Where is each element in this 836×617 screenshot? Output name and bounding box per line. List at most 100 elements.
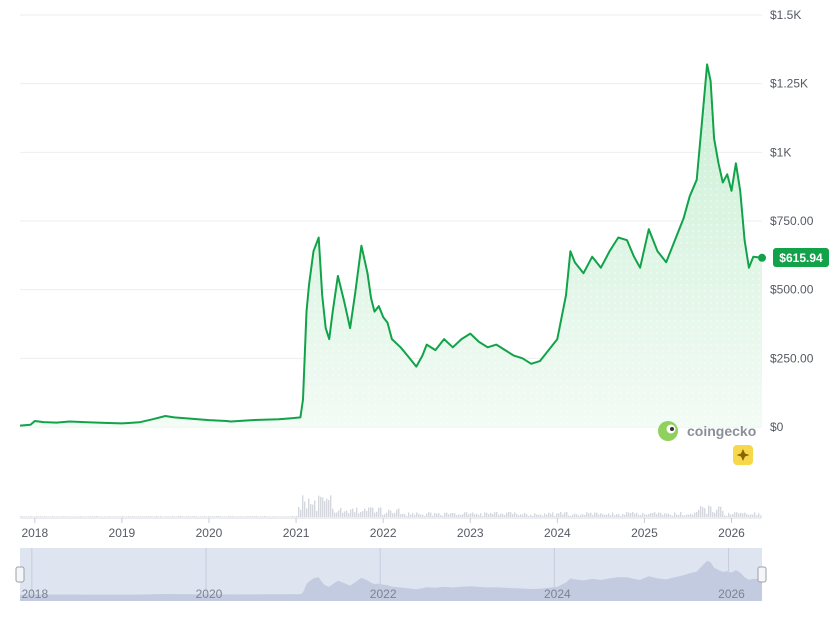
volume-bar [540,514,542,517]
volume-bar [50,516,52,517]
volume-bar [664,513,666,517]
volume-bar [558,513,560,517]
volume-bar [320,496,322,517]
volume-bar [166,516,168,517]
volume-bar [662,514,664,517]
volume-bar [738,513,740,517]
volume-bar [104,516,106,517]
volume-bar [718,506,720,517]
volume-bar [670,515,672,517]
volume-bar [40,516,42,517]
volume-bar [742,513,744,517]
volume-bar [68,516,70,517]
volume-bar [484,512,486,517]
volume-bar [74,516,76,517]
volume-bar [474,514,476,517]
navigator-right-handle[interactable] [757,566,767,583]
volume-bar [700,506,702,517]
volume-bar [594,512,596,517]
volume-bar [652,512,654,517]
volume-bar [292,516,294,517]
volume-bar [146,516,148,517]
volume-bar [582,514,584,517]
volume-bar [488,514,490,517]
range-navigator[interactable]: 2018 2020 2022 2024 2026 [15,548,767,601]
volume-bar [506,512,508,517]
volume-bar [66,516,68,517]
ai-button[interactable] [733,445,753,465]
volume-bar [502,514,504,517]
brand-name: coingecko [687,423,756,439]
y-tick-label: $0 [770,420,784,434]
volume-bar [656,514,658,517]
volume-bar [380,507,382,517]
volume-bar [336,512,338,517]
volume-bar [224,516,226,517]
volume-bar [370,507,372,517]
navigator-left-handle[interactable] [15,566,25,583]
volume-bar [588,513,590,517]
y-tick-label: $750.00 [770,214,814,228]
y-tick-label: $250.00 [770,351,814,365]
volume-bar [444,512,446,517]
x-tick-label: 2020 [196,526,223,540]
navigator-tick-label: 2022 [370,587,397,601]
volume-bar [530,514,532,517]
volume-bar [518,515,520,517]
volume-bar [212,516,214,517]
volume-bar [462,514,464,517]
volume-bar [148,516,150,517]
current-price-marker [758,253,766,262]
volume-bar [340,507,342,517]
volume-bar [266,516,268,517]
volume-bar [366,510,368,517]
volume-bar [206,516,208,517]
volume-bar [230,516,232,517]
volume-bar [586,512,588,517]
volume-bar [454,513,456,517]
volume-bar [610,515,612,517]
volume-bar [482,515,484,517]
volume-bar [648,513,650,517]
volume-bar [650,513,652,517]
volume-bar [70,516,72,517]
volume-bar [658,512,660,517]
volume-bars [20,495,762,517]
volume-bar [534,513,536,517]
volume-bar [522,514,524,517]
volume-bar [254,515,256,517]
volume-bar [704,508,706,517]
volume-bar [514,512,516,517]
volume-bar [96,516,98,517]
volume-bar [746,514,748,517]
volume-bar [306,508,308,517]
volume-bar [28,516,30,517]
volume-bar [694,512,696,517]
price-line-group [19,63,766,427]
x-tick-label: 2022 [370,526,397,540]
volume-bar [604,514,606,517]
volume-bar [748,514,750,517]
volume-bar [282,516,284,517]
volume-bar [728,512,730,517]
volume-bar [464,512,466,517]
volume-bar [758,513,760,517]
volume-bar [546,514,548,517]
y-tick-label: $1K [770,145,791,159]
volume-bar [356,507,358,517]
price-area [20,64,762,428]
volume-bar [578,515,580,517]
volume-bar [386,512,388,517]
volume-bar [42,516,44,517]
navigator-tick-label: 2026 [718,587,745,601]
volume-bar [628,512,630,517]
volume-bar [430,512,432,517]
volume-bar [326,498,328,517]
volume-bar [600,513,602,517]
volume-bar [132,516,134,517]
volume-bar [492,514,494,517]
volume-bar [100,516,102,517]
volume-bar [38,516,40,517]
volume-bar [580,514,582,517]
